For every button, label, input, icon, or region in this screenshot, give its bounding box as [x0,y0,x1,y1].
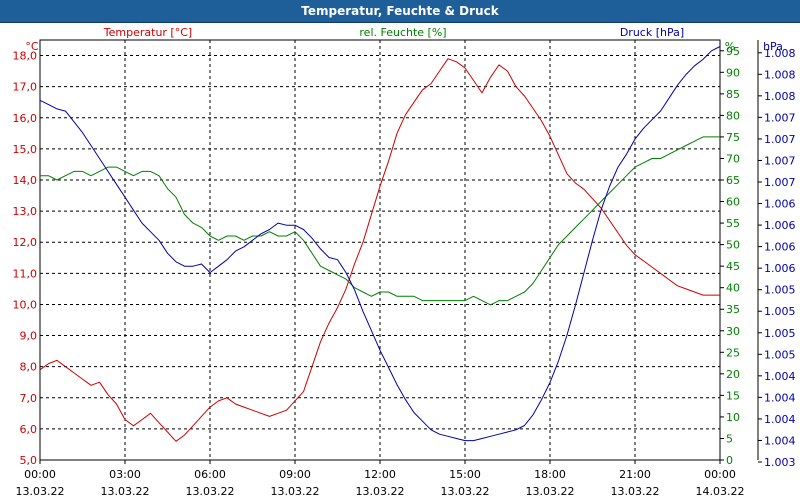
temperature-tick-label: 18,0 [13,50,38,63]
humidity-tick-label: 5 [726,432,733,445]
pressure-tick-label: 1.008 [764,68,796,81]
grid [39,39,721,464]
x-tick-date: 13.03.22 [441,485,490,498]
pressure-tick-label: 1.007 [764,111,796,124]
x-tick-time: 12:00 [364,468,396,481]
humidity-tick-label: 40 [726,282,740,295]
pressure-tick-label: 1.007 [764,176,796,189]
humidity-tick-label: 65 [726,174,740,187]
humidity-axis-label: rel. Feuchte [%] [359,26,446,39]
pressure-tick-label: 1.004 [764,391,796,404]
temperature-axis-label: Temperatur [°C] [103,26,192,39]
humidity-tick-label: 0 [726,454,733,467]
pressure-tick-label: 1.007 [764,154,796,167]
pressure-tick-label: 1.007 [764,133,796,146]
series-layer [39,46,721,442]
pressure-tick-label: 1.004 [764,370,796,383]
x-tick-time: 06:00 [194,468,226,481]
pressure-tick-label: 1.005 [764,284,796,297]
x-tick-time: 00:00 [704,468,736,481]
x-tick-date: 13.03.22 [271,485,320,498]
temperature-tick-label: 6,0 [20,423,38,436]
humidity-tick-label: 50 [726,239,740,252]
pressure-unit: hPa [763,40,783,53]
pressure-tick-label: 1.004 [764,413,796,426]
x-tick-date: 13.03.22 [16,485,65,498]
temperature-tick-label: 8,0 [20,361,38,374]
temperature-tick-label: 13,0 [13,205,38,218]
x-tick-date: 13.03.22 [611,485,660,498]
pressure-tick-label: 1.005 [764,348,796,361]
x-tick-time: 15:00 [449,468,481,481]
pressure-tick-label: 1.008 [764,90,796,103]
x-tick-date: 13.03.22 [186,485,235,498]
humidity-tick-label: 70 [726,152,740,165]
x-tick-date: 13.03.22 [101,485,150,498]
pressure-tick-label: 1.008 [764,47,796,60]
pressure-axis-label: Druck [hPa] [620,26,684,39]
temperature-tick-label: 10,0 [13,298,38,311]
x-tick-time: 00:00 [24,468,56,481]
temperature-tick-label: 12,0 [13,236,38,249]
humidity-unit: % [725,40,735,53]
x-tick-time: 03:00 [109,468,141,481]
pressure-tick-label: 1.006 [764,262,796,275]
humidity-tick-label: 25 [726,346,740,359]
humidity-tick-label: 20 [726,368,740,381]
humidity-tick-label: 10 [726,411,740,424]
temperature-tick-label: 14,0 [13,174,38,187]
x-tick-time: 21:00 [619,468,651,481]
temperature-series-line [39,58,720,442]
humidity-tick-label: 95 [726,45,740,58]
chart-title: Temperatur, Feuchte & Druck [301,4,499,18]
temperature-tick-label: 11,0 [13,267,38,280]
temperature-tick-label: 9,0 [20,330,38,343]
x-tick-date: 14.03.22 [696,485,745,498]
pressure-series-line [39,46,721,442]
temperature-tick-label: 15,0 [13,143,38,156]
pressure-tick-label: 1.006 [764,198,796,211]
temperature-tick-label: 17,0 [13,81,38,94]
humidity-tick-label: 80 [726,109,740,122]
x-tick-date: 13.03.22 [356,485,405,498]
title-bar [0,0,800,23]
x-tick-time: 09:00 [279,468,311,481]
humidity-tick-label: 75 [726,131,740,144]
humidity-tick-label: 85 [726,88,740,101]
humidity-tick-label: 35 [726,303,740,316]
pressure-tick-label: 1.005 [764,327,796,340]
pressure-tick-label: 1.004 [764,434,796,447]
pressure-tick-label: 1.003 [764,456,796,469]
temperature-tick-label: 16,0 [13,112,38,125]
x-tick-date: 13.03.22 [526,485,575,498]
pressure-tick-label: 1.005 [764,305,796,318]
pressure-tick-label: 1.006 [764,241,796,254]
humidity-tick-label: 60 [726,196,740,209]
humidity-tick-label: 45 [726,260,740,273]
humidity-tick-label: 30 [726,325,740,338]
humidity-tick-label: 90 [726,66,740,79]
humidity-tick-label: 55 [726,217,740,230]
x-tick-time: 18:00 [534,468,566,481]
humidity-tick-label: 15 [726,389,740,402]
temperature-tick-label: 7,0 [20,392,38,405]
temperature-unit: °C [25,40,39,53]
pressure-tick-label: 1.006 [764,219,796,232]
axes: 18,0 17,0 16,0 15,0 14,0 13,0 12,0 11,0 10,0 9,0 8… [13,26,796,498]
temperature-tick-label: 5,0 [20,454,38,467]
